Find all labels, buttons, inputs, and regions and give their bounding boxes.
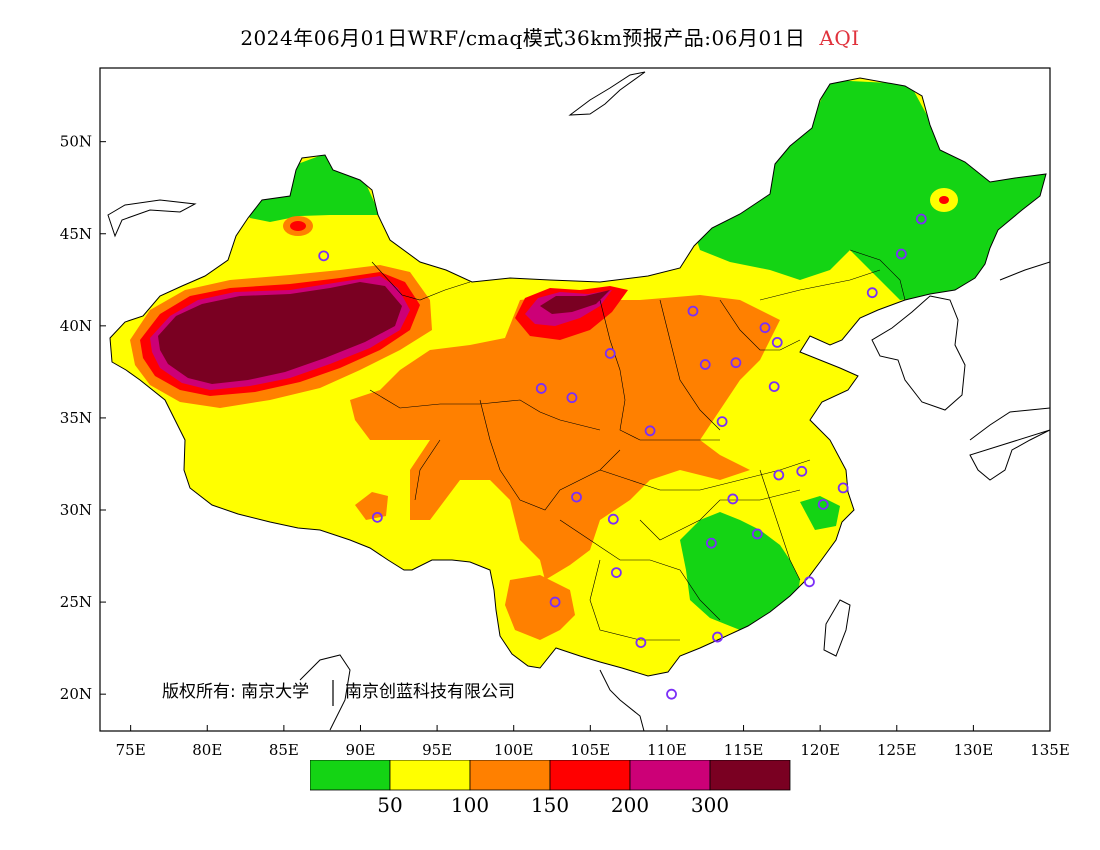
legend-labels: 50 100 150 200 300 — [377, 793, 729, 817]
copyright-owner: 版权所有: 南京大学 — [162, 682, 309, 702]
x-tick-label: 135E — [1030, 741, 1070, 759]
aqi-level-6-alxa — [540, 290, 610, 314]
x-tick-label: 130E — [954, 741, 994, 759]
indochina-coast — [299, 654, 351, 731]
y-tick-label: 20N — [60, 685, 92, 703]
station-marker — [610, 567, 622, 579]
x-tick-label: 105E — [571, 741, 611, 759]
aqi-spot-heilongjiang-core — [939, 196, 949, 204]
aqi-legend: 50 100 150 200 300 — [310, 760, 791, 817]
legend-swatch — [310, 760, 391, 791]
legend-swatch — [389, 760, 471, 791]
station-marker — [635, 637, 647, 648]
legend-swatch — [469, 760, 551, 791]
x-tick-label: 80E — [192, 741, 222, 759]
y-tick-label: 50N — [60, 133, 92, 151]
aqi-level-1-zhejiang — [800, 496, 840, 530]
station-marker — [699, 359, 711, 370]
japan-outline — [969, 407, 1050, 481]
station-markers — [318, 213, 927, 700]
station-marker — [773, 469, 785, 481]
x-tick-label: 125E — [877, 741, 917, 759]
station-marker — [915, 213, 927, 225]
station-marker — [796, 465, 808, 477]
station-marker — [549, 596, 561, 608]
aqi-level-3-yunnan — [505, 575, 575, 640]
station-marker — [566, 392, 578, 404]
plot-frame — [99, 67, 1051, 732]
y-tick-label: 25N — [60, 593, 92, 611]
station-marker — [712, 631, 723, 643]
aqi-level-6-tarim — [158, 282, 402, 384]
legend-swatches — [310, 760, 791, 791]
station-marker — [705, 537, 717, 549]
legend-label: 100 — [451, 793, 489, 817]
station-marker — [730, 357, 742, 369]
legend-swatch — [549, 760, 631, 791]
legend-label: 200 — [611, 793, 649, 817]
x-tick-label: 120E — [800, 741, 840, 759]
station-marker — [716, 416, 728, 428]
taiwan-outline — [823, 599, 851, 657]
y-tick-label: 40N — [60, 317, 92, 335]
station-marker — [866, 287, 878, 299]
legend-label: 300 — [691, 793, 729, 817]
map-title: 2024年06月01日WRF/cmaq模式36km预报产品:06月01日 AQI — [0, 22, 1100, 51]
aqi-level-1-south — [680, 512, 800, 630]
x-tick-label: 110E — [647, 741, 687, 759]
baikal-outline — [568, 71, 646, 116]
station-marker — [571, 491, 582, 503]
copyright-company: 南京创蓝科技有限公司 — [345, 682, 515, 702]
legend-label: 150 — [531, 793, 569, 817]
x-tick-label: 95E — [422, 741, 452, 759]
aqi-spot-urumqi-core — [290, 221, 306, 231]
station-marker — [771, 337, 783, 348]
y-tick-label: 35N — [60, 409, 92, 427]
title-variable: AQI — [819, 26, 860, 50]
station-marker — [604, 348, 616, 359]
station-marker — [687, 305, 699, 317]
y-tick-label: 30N — [60, 501, 92, 519]
korea-outline — [871, 295, 966, 411]
station-marker — [371, 511, 383, 523]
station-marker — [666, 688, 677, 700]
x-tick-label: 90E — [345, 741, 375, 759]
y-tick-label: 45N — [60, 225, 92, 243]
coastlines — [107, 71, 1050, 731]
x-tick-label: 75E — [116, 741, 146, 759]
y-axis: 50N 45N 40N 35N 30N 25N 20N — [60, 133, 106, 703]
station-marker — [607, 513, 619, 525]
station-marker — [751, 528, 763, 540]
x-axis: 75E 80E 85E 90E 95E 100E 105E 110E 115E 120E 125E 1… — [116, 725, 1070, 759]
legend-swatch — [629, 760, 711, 791]
station-marker — [768, 381, 780, 393]
station-marker — [318, 250, 330, 262]
station-marker — [644, 425, 656, 437]
station-marker — [759, 322, 771, 334]
kazakh-lake — [107, 199, 197, 238]
legend-label: 50 — [377, 793, 402, 817]
russia-coast — [999, 261, 1050, 281]
station-marker — [837, 482, 849, 494]
aqi-level-1-northeast — [690, 80, 1046, 300]
x-tick-label: 115E — [724, 741, 764, 759]
station-marker — [727, 493, 739, 505]
vietnam-coast — [599, 669, 645, 731]
x-tick-label: 85E — [269, 741, 299, 759]
x-tick-label: 100E — [494, 741, 534, 759]
legend-swatch — [709, 760, 791, 791]
title-main: 2024年06月01日WRF/cmaq模式36km预报产品:06月01日 — [240, 26, 806, 50]
station-marker — [817, 499, 829, 510]
station-marker — [804, 576, 815, 588]
aqi-level-3-central — [350, 295, 780, 580]
station-marker — [895, 248, 907, 260]
station-marker — [535, 383, 547, 394]
